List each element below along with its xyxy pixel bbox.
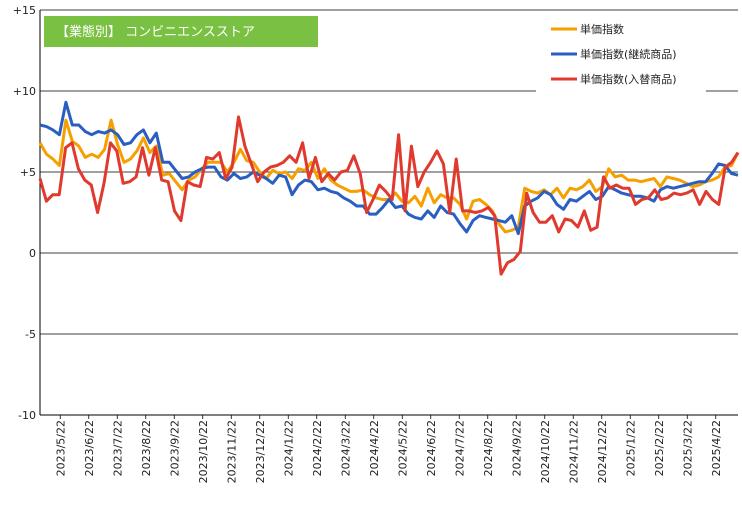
x-tick-label: 2024/11/22 [567, 420, 580, 483]
x-tick-label: 2023/7/22 [111, 420, 124, 476]
y-tick-label: 0 [29, 247, 36, 260]
x-tick-label: 2023/9/22 [168, 420, 181, 476]
x-axis: 2023/5/22 2023/6/22 2023/7/22 2023/8/22 2023… [54, 415, 723, 483]
x-tick-label: 2024/4/22 [368, 420, 381, 476]
x-tick-label: 2024/12/22 [596, 420, 609, 483]
x-tick-label: 2023/6/22 [83, 420, 96, 476]
x-tick-label: 2024/3/22 [339, 420, 352, 476]
y-tick-label: +15 [13, 4, 36, 17]
x-tick-label: 2024/9/22 [510, 420, 523, 476]
y-tick-label: -5 [25, 328, 36, 341]
series-line-2 [39, 100, 739, 236]
x-tick-label: 2023/5/22 [54, 420, 67, 476]
x-tick-label: 2024/8/22 [482, 420, 495, 476]
legend-label-3: 単価指数(入替商品) [580, 72, 677, 86]
x-tick-label: 2025/4/22 [710, 420, 723, 476]
x-tick-label: 2025/1/22 [624, 420, 637, 476]
series-lines [38, 100, 740, 276]
y-axis: +15 +10 +5 0 -5 -10 [13, 4, 738, 422]
x-tick-label: 2025/2/22 [653, 420, 666, 476]
x-tick-label: 2024/7/22 [453, 420, 466, 476]
x-tick-label: 2024/5/22 [396, 420, 409, 476]
x-tick-label: 2023/8/22 [140, 420, 153, 476]
x-tick-label: 2023/10/22 [197, 420, 210, 483]
chart-title: 【業態別】 コンビニエンスストア [44, 16, 318, 47]
x-tick-label: 2024/2/22 [311, 420, 324, 476]
chart-title-text: 【業態別】 コンビニエンスストア [56, 24, 255, 40]
x-tick-label: 2023/12/22 [254, 420, 267, 483]
legend-label-1: 単価指数 [580, 22, 624, 36]
y-tick-label: -10 [18, 409, 36, 422]
x-tick-label: 2024/6/22 [425, 420, 438, 476]
y-tick-label: +5 [20, 166, 36, 179]
series-line-1 [38, 118, 740, 234]
series-line-3 [38, 115, 740, 276]
chart-title-background [44, 16, 318, 47]
x-tick-label: 2024/1/22 [282, 420, 295, 476]
x-tick-label: 2023/11/22 [225, 420, 238, 483]
legend-label-2: 単価指数(継続商品) [580, 47, 677, 61]
x-tick-label: 2024/10/22 [539, 420, 552, 483]
y-tick-label: +10 [13, 85, 36, 98]
x-tick-label: 2025/3/22 [681, 420, 694, 476]
